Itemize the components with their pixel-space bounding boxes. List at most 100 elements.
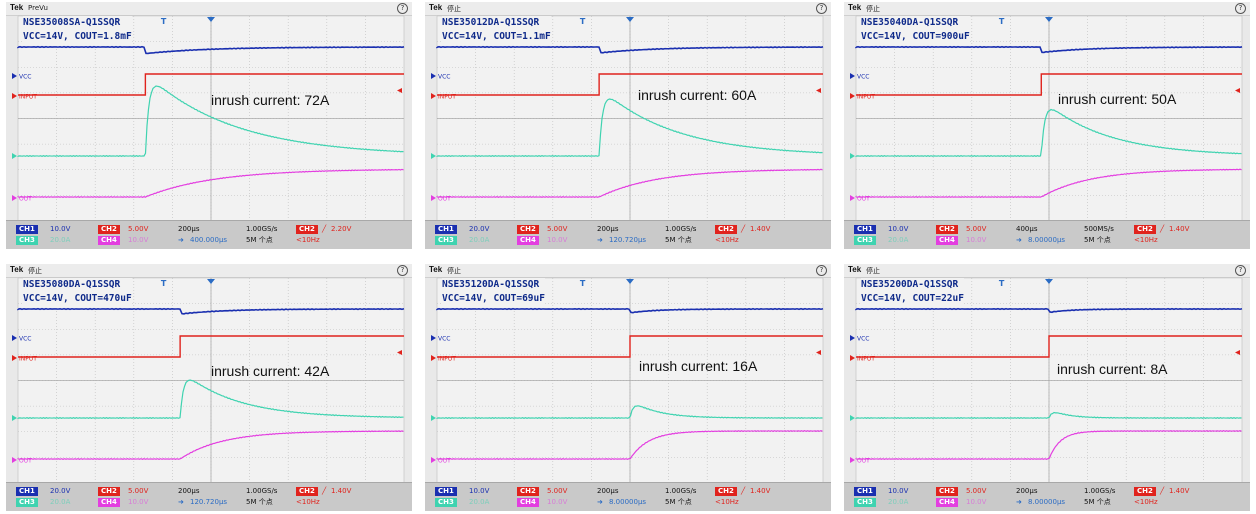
current-trace — [17, 85, 404, 158]
trigger-level-icon — [397, 88, 402, 93]
ch2-badge[interactable]: CH2 — [517, 225, 539, 234]
trigger-slope-icon: ╱ — [1160, 225, 1165, 233]
trigger-t-icon: T — [161, 279, 167, 288]
trigger-position-icon — [207, 17, 215, 22]
ch2-badge[interactable]: CH2 — [517, 487, 539, 496]
trigger-source-badge[interactable]: CH2 — [715, 487, 737, 496]
help-icon[interactable]: ? — [397, 3, 408, 14]
trigger-level: 1.40V — [331, 487, 352, 495]
ch2-scale: 5.00V — [966, 487, 987, 495]
brand-logo: Tek — [10, 3, 24, 12]
ch1-badge[interactable]: CH1 — [16, 487, 38, 496]
record-length: 5M 个点 — [1084, 236, 1111, 244]
ch1-scale: 10.0V — [888, 225, 909, 233]
scope-header: Tek 停止? — [844, 264, 1250, 278]
trigger-level-icon — [816, 350, 821, 355]
ch2-badge[interactable]: CH2 — [98, 225, 120, 234]
channel-marker-icon — [850, 73, 855, 79]
part-number: NSE35040DA-Q1SSQR — [861, 17, 959, 28]
help-icon[interactable]: ? — [1235, 3, 1246, 14]
ch1-scale: 20.0V — [469, 225, 490, 233]
trigger-source-badge[interactable]: CH2 — [296, 225, 318, 234]
trigger-source-badge[interactable]: CH2 — [1134, 225, 1156, 234]
vcc-channel-label: VCC — [857, 336, 869, 343]
test-conditions: VCC=14V, COUT=1.1mF — [442, 31, 551, 42]
record-length: 5M 个点 — [665, 498, 692, 506]
ch4-badge[interactable]: CH4 — [936, 498, 958, 507]
acquisition-status: PreVu — [28, 4, 48, 12]
out-trace — [17, 168, 404, 198]
ch3-badge[interactable]: CH3 — [16, 498, 38, 507]
device-title: NSE35120DA-Q1SSQR VCC=14V, COUT=69uF — [442, 278, 545, 306]
part-number: NSE35080DA-Q1SSQR — [23, 279, 121, 290]
ch1-scale: 10.0V — [888, 487, 909, 495]
channel-marker-icon — [431, 415, 436, 421]
ch3-badge[interactable]: CH3 — [854, 498, 876, 507]
ch4-badge[interactable]: CH4 — [98, 498, 120, 507]
current-trace — [855, 108, 1242, 158]
trigger-source-badge[interactable]: CH2 — [296, 487, 318, 496]
ch3-badge[interactable]: CH3 — [854, 236, 876, 245]
trigger-level: 1.40V — [1169, 225, 1190, 233]
ch3-scale: 20.0A — [50, 236, 71, 244]
scope-panel: Tek 停止? T VCC INPUT OUT NSE35040DA-Q1SSQR VCC=1… — [844, 2, 1250, 249]
ch4-badge[interactable]: CH4 — [517, 498, 539, 507]
help-icon[interactable]: ? — [1235, 265, 1246, 276]
time-per-division: 400µs — [1016, 225, 1038, 233]
ch4-badge[interactable]: CH4 — [98, 236, 120, 245]
ch4-scale: 10.0V — [547, 498, 568, 506]
waveform-display: T VCC INPUT OUT — [12, 15, 405, 222]
sample-rate: 1.00GS/s — [246, 225, 278, 233]
out-channel-label: OUT — [19, 458, 32, 465]
ch3-scale: 20.0A — [469, 498, 490, 506]
ch1-badge[interactable]: CH1 — [435, 487, 457, 496]
ch2-badge[interactable]: CH2 — [936, 225, 958, 234]
input-channel-label: INPUT — [19, 356, 37, 363]
ch1-badge[interactable]: CH1 — [435, 225, 457, 234]
position-arrow-icon: ➜ — [178, 498, 184, 506]
sample-rate: 500MS/s — [1084, 225, 1114, 233]
ch4-scale: 10.0V — [547, 236, 568, 244]
scope-panel: Tek 停止? T VCC INPUT OUT NSE35012DA-Q1SSQR VCC=1… — [425, 2, 831, 249]
out-trace — [855, 430, 1242, 460]
record-length: 5M 个点 — [246, 498, 273, 506]
trigger-source-badge[interactable]: CH2 — [1134, 487, 1156, 496]
ch1-badge[interactable]: CH1 — [854, 487, 876, 496]
ch1-badge[interactable]: CH1 — [16, 225, 38, 234]
input-channel-label: INPUT — [19, 94, 37, 101]
horizontal-position: 8.00000µs — [1028, 236, 1066, 244]
channel-marker-icon — [12, 93, 17, 99]
brand-logo: Tek — [10, 265, 24, 274]
trigger-source-badge[interactable]: CH2 — [715, 225, 737, 234]
vcc-channel-label: VCC — [438, 336, 450, 343]
trigger-position-icon — [1045, 279, 1053, 284]
channel-marker-icon — [850, 93, 855, 99]
ch2-badge[interactable]: CH2 — [98, 487, 120, 496]
channel-marker-icon — [850, 335, 855, 341]
channel-marker-icon — [12, 335, 17, 341]
ch1-scale: 10.0V — [469, 487, 490, 495]
help-icon[interactable]: ? — [397, 265, 408, 276]
help-icon[interactable]: ? — [816, 3, 827, 14]
waveform-display: T VCC INPUT OUT — [850, 15, 1243, 222]
waveform-display: T VCC INPUT OUT — [850, 277, 1243, 484]
scope-status-bar: CH1 20.0V CH2 5.00V CH3 20.0A CH4 10.0V 200µs ➜ 12… — [425, 220, 831, 249]
horizontal-position: 400.000µs — [190, 236, 228, 244]
horizontal-position: 120.720µs — [609, 236, 647, 244]
scope-panel: Tek 停止? T VCC INPUT OUT NSE35120DA-Q1SSQR VCC=1… — [425, 264, 831, 511]
ch2-badge[interactable]: CH2 — [936, 487, 958, 496]
time-per-division: 200µs — [1016, 487, 1038, 495]
device-title: NSE35008SA-Q1SSQR VCC=14V, COUT=1.8mF — [23, 16, 132, 44]
channel-marker-icon — [850, 415, 855, 421]
ch3-badge[interactable]: CH3 — [435, 498, 457, 507]
trigger-frequency: <10Hz — [296, 498, 320, 506]
ch1-badge[interactable]: CH1 — [854, 225, 876, 234]
ch4-badge[interactable]: CH4 — [936, 236, 958, 245]
channel-marker-icon — [12, 195, 17, 201]
help-icon[interactable]: ? — [816, 265, 827, 276]
ch3-badge[interactable]: CH3 — [435, 236, 457, 245]
ch4-badge[interactable]: CH4 — [517, 236, 539, 245]
test-conditions: VCC=14V, COUT=900uF — [861, 31, 970, 42]
trigger-position-icon — [207, 279, 215, 284]
ch3-badge[interactable]: CH3 — [16, 236, 38, 245]
